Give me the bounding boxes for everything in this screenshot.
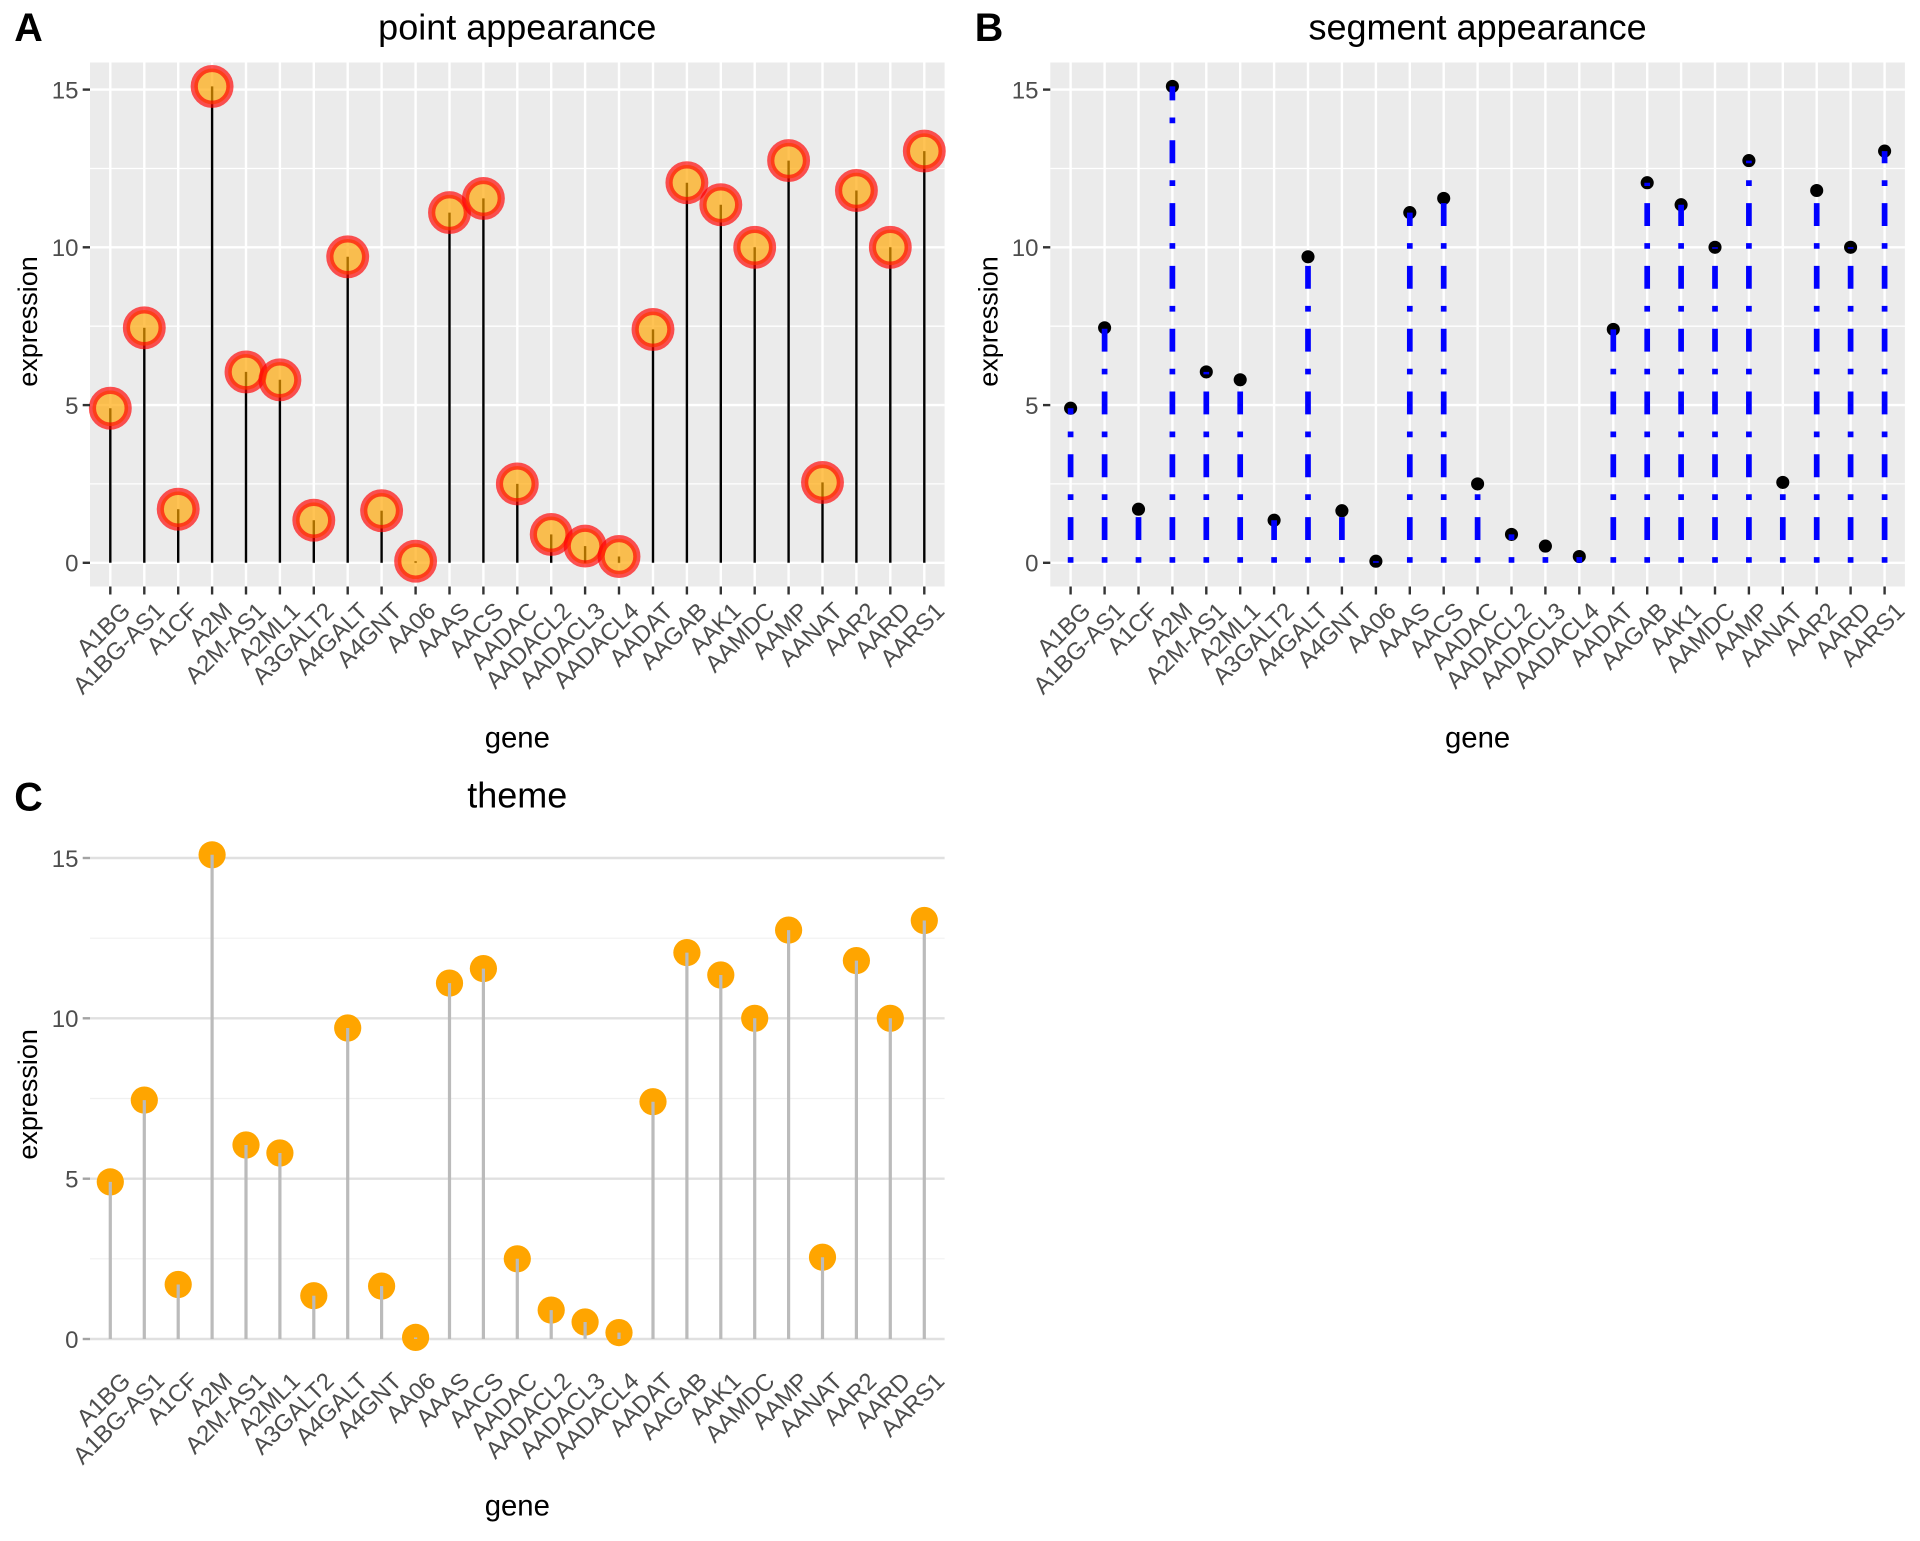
- svg-text:0: 0: [65, 1327, 78, 1354]
- svg-text:A: A: [14, 6, 43, 50]
- svg-text:segment appearance: segment appearance: [1308, 7, 1646, 48]
- svg-text:B: B: [975, 6, 1004, 50]
- svg-text:15: 15: [52, 77, 79, 104]
- svg-text:expression: expression: [973, 256, 1003, 387]
- svg-text:gene: gene: [1445, 722, 1510, 755]
- svg-text:0: 0: [65, 551, 78, 578]
- svg-text:0: 0: [1025, 551, 1038, 578]
- svg-text:5: 5: [65, 393, 78, 420]
- svg-text:gene: gene: [485, 722, 550, 755]
- svg-text:expression: expression: [13, 256, 43, 387]
- svg-text:point appearance: point appearance: [378, 7, 656, 48]
- svg-text:10: 10: [1012, 235, 1039, 262]
- svg-text:5: 5: [1025, 393, 1038, 420]
- svg-text:C: C: [14, 776, 43, 820]
- svg-text:expression: expression: [13, 1029, 43, 1160]
- svg-text:10: 10: [52, 235, 79, 262]
- svg-text:theme: theme: [467, 775, 567, 816]
- svg-text:10: 10: [52, 1006, 79, 1033]
- svg-text:15: 15: [52, 846, 79, 873]
- svg-text:5: 5: [65, 1167, 78, 1194]
- svg-text:gene: gene: [485, 1490, 550, 1523]
- svg-text:15: 15: [1012, 77, 1039, 104]
